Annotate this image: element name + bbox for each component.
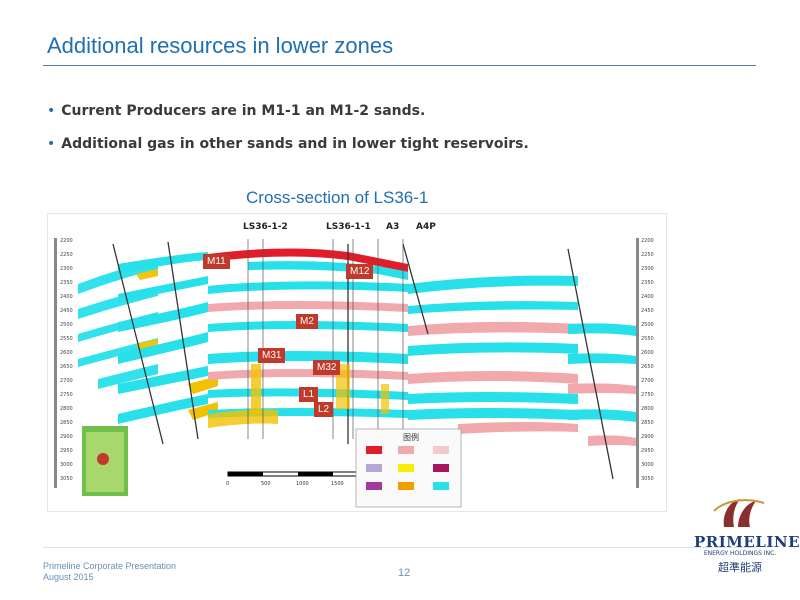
well-label: LS36-1-2 (243, 222, 288, 232)
footer-date: August 2015 (43, 572, 94, 582)
well-log-shading (251, 364, 389, 414)
depth-tick-label: 2400 (641, 294, 654, 300)
depth-tick-label: 2300 (60, 266, 73, 272)
footer-info: Primeline Corporate Presentation August … (43, 561, 176, 583)
bullet-text: Additional gas in other sands and in low… (61, 136, 529, 152)
depth-tick-label: 2800 (641, 406, 654, 412)
company-logo: PRIMELINE ENERGY HOLDINGS INC. 超準能源 (694, 493, 800, 583)
bullet-dot-icon: • (47, 136, 56, 152)
zone-label-m2: M2 (296, 314, 318, 329)
depth-tick-label: 2500 (641, 322, 654, 328)
bullet-text: Current Producers are in M1-1 an M1-2 sa… (61, 103, 426, 119)
depth-tick-label: 2350 (60, 280, 73, 286)
depth-tick-label: 2600 (60, 350, 73, 356)
depth-tick-label: 2800 (60, 406, 73, 412)
bullet-item: • Current Producers are in M1-1 an M1-2 s… (47, 103, 529, 119)
zone-label-l2: L2 (314, 402, 334, 417)
depth-tick-label: 2450 (641, 308, 654, 314)
depth-tick-label: 2950 (641, 448, 654, 454)
well-label: A3 (386, 222, 400, 232)
scale-label: 0 (226, 481, 229, 487)
depth-tick-label: 2550 (641, 336, 654, 342)
slide-title: Additional resources in lower zones (47, 33, 394, 58)
cross-section-drawing: 2200 2250 2300 2350 2400 2450 2500 2550 2600 2650… (54, 238, 654, 508)
footer-company: Primeline Corporate Presentation (43, 561, 177, 571)
depth-tick-label: 2400 (60, 294, 73, 300)
logo-name: PRIMELINE (694, 533, 800, 551)
depth-tick-label: 2250 (641, 252, 654, 258)
depth-tick-label: 3050 (641, 476, 654, 482)
well-label: LS36-1-1 (326, 222, 371, 232)
middle-left-strata (118, 252, 218, 424)
depth-tick-label: 2250 (60, 252, 73, 258)
legend: 图例 (355, 428, 462, 508)
depth-tick-label: 3050 (60, 476, 73, 482)
depth-tick-label: 2600 (641, 350, 654, 356)
depth-tick-label: 2750 (60, 392, 73, 398)
footer-divider (43, 547, 756, 548)
depth-tick-label: 2450 (60, 308, 73, 314)
bullet-dot-icon: • (47, 103, 56, 119)
zone-label-m11: M11 (203, 254, 230, 269)
depth-tick-label: 2550 (60, 336, 73, 342)
depth-tick-label: 2950 (60, 448, 73, 454)
bullet-list: • Current Producers are in M1-1 an M1-2 s… (47, 103, 529, 169)
figure-title: Cross-section of LS36-1 (246, 188, 429, 207)
zone-label-m12: M12 (346, 264, 374, 279)
left-depth-ruler: 2200 2250 2300 2350 2400 2450 2500 2550 2600 2650… (54, 238, 73, 488)
fault-lines (112, 241, 614, 480)
depth-tick-label: 2850 (641, 420, 654, 426)
depth-tick-label: 2900 (60, 434, 73, 440)
logo-chinese-name: 超準能源 (718, 561, 762, 574)
zone-label-l1: L1 (299, 387, 319, 402)
depth-tick-label: 2200 (60, 238, 73, 244)
depth-tick-label: 2700 (60, 378, 73, 384)
title-divider (43, 65, 756, 66)
depth-tick-label: 2650 (641, 364, 654, 370)
depth-tick-label: 2650 (60, 364, 73, 370)
scale-label: 1000 (296, 481, 309, 487)
scale-label: 1500 (331, 481, 344, 487)
bullet-item: • Additional gas in other sands and in lo… (47, 136, 529, 152)
depth-tick-label: 2750 (641, 392, 654, 398)
depth-tick-label: 3000 (60, 462, 73, 468)
zone-label-m31: M31 (258, 348, 286, 363)
zone-label-m32: M32 (313, 360, 341, 375)
cross-section-figure: 2200 2250 2300 2350 2400 2450 2500 2550 2600 2650… (47, 213, 667, 512)
right-depth-ruler: 2200 2250 2300 2350 2400 2450 2500 2550 2600 2650… (636, 238, 654, 488)
depth-tick-label: 2900 (641, 434, 654, 440)
svg-text:图例: 图例 (403, 432, 419, 442)
depth-tick-label: 2350 (641, 280, 654, 286)
depth-tick-label: 2500 (60, 322, 73, 328)
page-number: 12 (398, 567, 411, 579)
right-block-strata (408, 275, 636, 446)
inset-map (82, 426, 128, 496)
depth-tick-label: 3000 (641, 462, 654, 468)
scale-label: 500 (261, 481, 271, 487)
logo-emblem-icon (713, 499, 765, 527)
logo-subtitle: ENERGY HOLDINGS INC. (703, 550, 777, 557)
depth-tick-label: 2300 (641, 266, 654, 272)
depth-tick-label: 2850 (60, 420, 73, 426)
depth-tick-label: 2700 (641, 378, 654, 384)
depth-tick-label: 2200 (641, 238, 654, 244)
well-label: A4P (416, 222, 436, 232)
